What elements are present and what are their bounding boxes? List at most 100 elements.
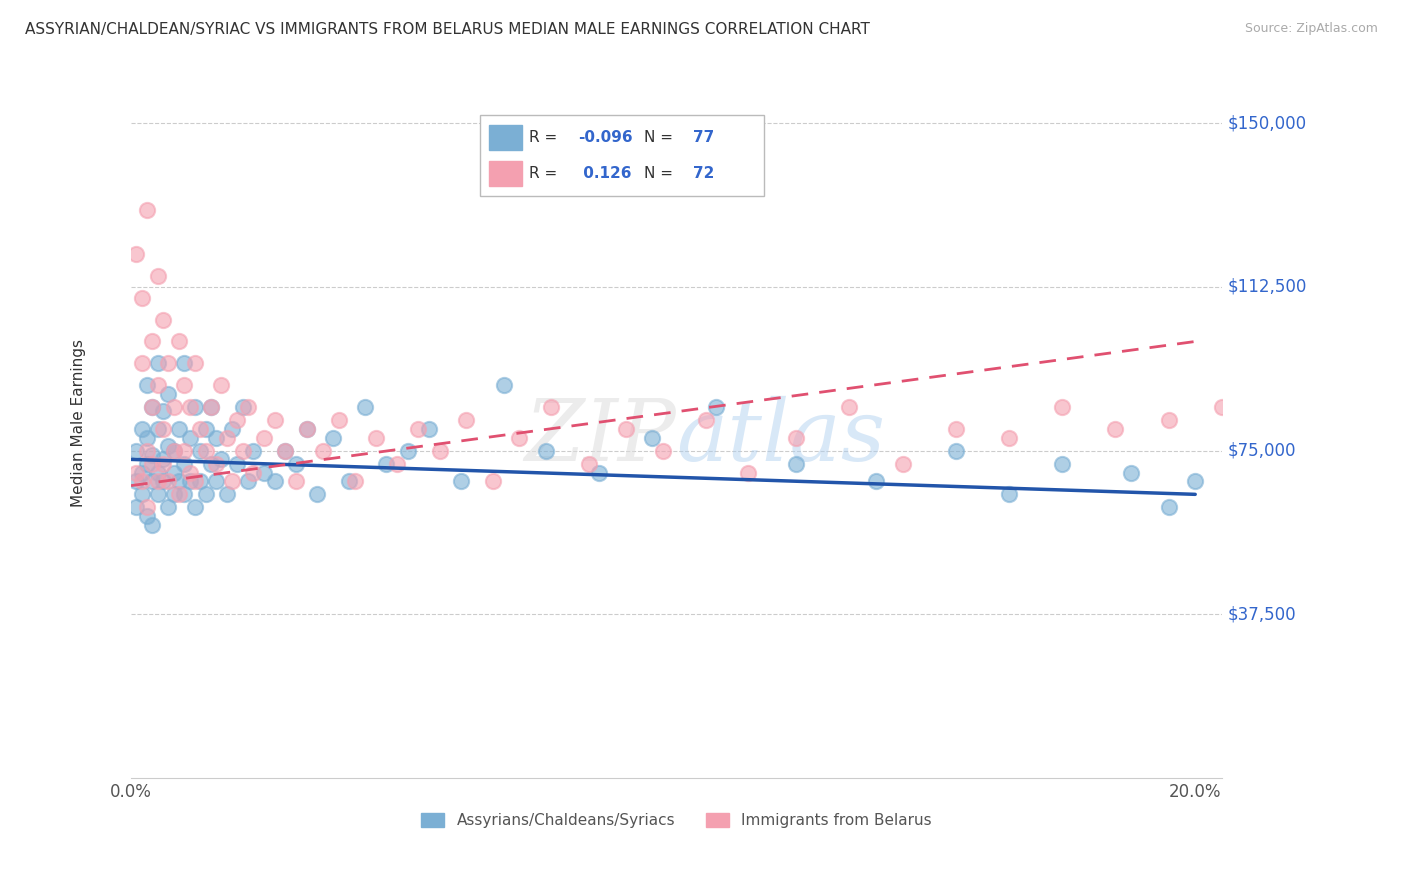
Point <box>285 475 308 489</box>
Point <box>263 413 285 427</box>
Point <box>146 475 169 489</box>
Point <box>167 334 190 349</box>
Point <box>173 356 195 370</box>
FancyBboxPatch shape <box>479 115 763 196</box>
Point <box>146 378 169 392</box>
Point <box>141 448 163 462</box>
Point <box>131 475 153 489</box>
Point <box>253 431 276 445</box>
Point <box>838 400 860 414</box>
Point <box>492 378 515 392</box>
Point <box>162 400 184 414</box>
Text: -0.096: -0.096 <box>578 130 633 145</box>
Point <box>157 356 180 370</box>
Point <box>141 400 163 414</box>
Point <box>232 400 254 414</box>
Point <box>131 487 153 501</box>
Text: $75,000: $75,000 <box>1227 442 1296 459</box>
Text: Source: ZipAtlas.com: Source: ZipAtlas.com <box>1244 22 1378 36</box>
Point <box>125 466 148 480</box>
Point <box>215 431 238 445</box>
Point <box>136 378 159 392</box>
Text: R =: R = <box>529 166 562 181</box>
Point <box>146 356 169 370</box>
Point <box>173 443 195 458</box>
Point <box>242 443 264 458</box>
Point <box>253 466 276 480</box>
Point <box>162 487 184 501</box>
Point <box>998 487 1021 501</box>
Point <box>337 475 360 489</box>
Point <box>1050 400 1073 414</box>
Text: $112,500: $112,500 <box>1227 278 1306 296</box>
Point <box>157 500 180 515</box>
Point <box>179 475 201 489</box>
Point <box>205 431 228 445</box>
Point <box>184 400 207 414</box>
Point <box>211 378 233 392</box>
Point <box>152 475 174 489</box>
Point <box>136 500 159 515</box>
Point <box>157 387 180 401</box>
Text: 72: 72 <box>693 166 714 181</box>
Point <box>167 487 190 501</box>
Point <box>588 466 610 480</box>
Point <box>188 475 211 489</box>
Point <box>146 268 169 283</box>
Point <box>354 400 377 414</box>
Point <box>295 422 318 436</box>
Text: 77: 77 <box>693 130 714 145</box>
Point <box>945 422 967 436</box>
Point <box>188 443 211 458</box>
Point <box>221 475 243 489</box>
Point <box>131 422 153 436</box>
Point <box>136 457 159 471</box>
Point <box>215 487 238 501</box>
Point <box>179 466 201 480</box>
Point <box>141 457 163 471</box>
Point <box>614 422 637 436</box>
Point <box>205 475 228 489</box>
Point <box>232 443 254 458</box>
Point <box>173 487 195 501</box>
Point <box>343 475 366 489</box>
Text: 0.126: 0.126 <box>578 166 631 181</box>
Point <box>1157 500 1180 515</box>
Point <box>226 413 249 427</box>
Point <box>226 457 249 471</box>
Point <box>274 443 297 458</box>
Text: Median Male Earnings: Median Male Earnings <box>72 339 86 508</box>
Point <box>482 475 505 489</box>
Point <box>152 422 174 436</box>
Point <box>274 443 297 458</box>
Legend: Assyrians/Chaldeans/Syriacs, Immigrants from Belarus: Assyrians/Chaldeans/Syriacs, Immigrants … <box>415 807 938 834</box>
Point <box>450 475 472 489</box>
Point <box>236 475 259 489</box>
Point <box>188 422 211 436</box>
Point <box>200 400 222 414</box>
Point <box>263 475 285 489</box>
Point <box>641 431 664 445</box>
Point <box>534 443 557 458</box>
Point <box>236 400 259 414</box>
Point <box>429 443 451 458</box>
Point <box>945 443 967 458</box>
Point <box>1121 466 1143 480</box>
Point <box>194 487 217 501</box>
Point <box>891 457 914 471</box>
Point <box>540 400 562 414</box>
Bar <box>489 161 522 186</box>
Point <box>173 378 195 392</box>
Text: $37,500: $37,500 <box>1227 606 1296 624</box>
Point <box>1104 422 1126 436</box>
Point <box>125 247 148 261</box>
Point <box>152 452 174 467</box>
Point <box>162 443 184 458</box>
Point <box>285 457 308 471</box>
Point <box>131 466 153 480</box>
Point <box>131 356 153 370</box>
Point <box>998 431 1021 445</box>
Point <box>136 203 159 218</box>
Point <box>785 457 807 471</box>
Point <box>375 457 398 471</box>
